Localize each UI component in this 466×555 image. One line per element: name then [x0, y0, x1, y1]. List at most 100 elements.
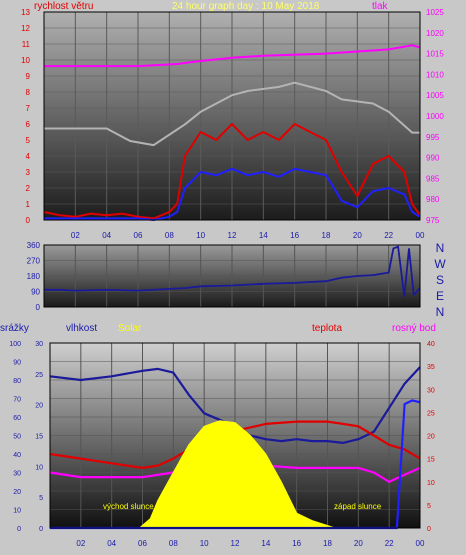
panel1-left-tick-label: 3 — [26, 168, 31, 177]
panel1-right-tick-label: 1000 — [426, 112, 444, 121]
panel1-grid — [44, 11, 420, 221]
panel1-left-tick-label: 2 — [26, 184, 31, 193]
panel1-series-line-1 — [44, 81, 420, 147]
panel1-left-tick-label: 5 — [26, 136, 31, 145]
panel2-wind-direction-line-0 — [44, 245, 421, 297]
panel1-left-tick-label: 10 — [21, 56, 30, 65]
panel2-compass-label: N — [436, 241, 445, 255]
panel3-x-tick-label: 22 — [385, 539, 394, 548]
panel1-left-tick-label: 9 — [26, 72, 31, 81]
panel3-x-tick-label: 00 — [416, 539, 425, 548]
panel1-right-tick-label: 1010 — [426, 70, 444, 79]
panel3-humidity-tick-label: 5 — [39, 495, 43, 502]
dew-point-label: rosný bod — [392, 323, 436, 334]
panel1-right-tick-label: 1005 — [426, 91, 444, 100]
panel2-left-tick-label: 0 — [36, 303, 41, 312]
panel1-x-tick-label: 22 — [384, 231, 393, 240]
panel3-x-tick-label: 14 — [261, 539, 270, 548]
panel1-x-tick-label: 06 — [134, 231, 143, 240]
panel1-left-tick-label: 8 — [26, 88, 31, 97]
panel2-compass-label: E — [436, 289, 444, 303]
panel3-axes: 0102030405060708090100051015202530051015… — [9, 341, 435, 548]
solar-label: Solar — [118, 323, 142, 334]
precipitation-label: srážky — [0, 323, 29, 334]
panel1-right-tick-label: 1025 — [426, 8, 444, 17]
wind-speed-axis-title: rychlost větru — [34, 1, 93, 12]
pressure-axis-title: tlak — [372, 1, 389, 12]
panel3-precip-tick-label: 30 — [13, 471, 21, 478]
panel3-precip-tick-label: 80 — [13, 378, 21, 385]
panel1-axes: 0123456789101112139759809859909951000100… — [21, 8, 444, 240]
temperature-label: teplota — [312, 323, 342, 334]
panel2-left-tick-label: 180 — [27, 272, 41, 281]
panel1-right-tick-label: 995 — [426, 133, 440, 142]
panel3-temperature-tick-label: 40 — [427, 341, 435, 348]
panel2-compass-label: W — [434, 257, 446, 271]
panel1-left-tick-label: 6 — [26, 120, 31, 129]
panel3-precip-tick-label: 0 — [17, 526, 21, 533]
panel1-x-tick-label: 00 — [416, 231, 425, 240]
panel3-precip-tick-label: 40 — [13, 452, 21, 459]
panel1-left-tick-label: 13 — [21, 8, 30, 17]
panel3-precip-tick-label: 70 — [13, 397, 21, 404]
panel1-x-tick-label: 02 — [71, 231, 80, 240]
panel3-series-line-0 — [49, 366, 421, 444]
panel3-precip-tick-label: 60 — [13, 415, 21, 422]
panel3-x-tick-label: 04 — [107, 539, 116, 548]
panel3-temperature-tick-label: 15 — [427, 457, 435, 464]
panel1-x-tick-label: 08 — [165, 231, 174, 240]
panel3-series-line-1 — [49, 420, 421, 469]
panel3-x-tick-label: 10 — [200, 539, 209, 548]
panel1-left-tick-label: 0 — [26, 216, 31, 225]
panel1-left-tick-label: 12 — [21, 24, 30, 33]
panel1-left-tick-label: 1 — [26, 200, 31, 209]
panel3-x-tick-label: 20 — [354, 539, 363, 548]
panel3-grid — [50, 342, 420, 529]
panel1-left-tick-label: 7 — [26, 104, 31, 113]
panel2-compass-label: N — [436, 305, 445, 319]
chart-title: 24 hour graph day : 10 May 2018 — [172, 1, 320, 12]
panel3-humidity-tick-label: 15 — [35, 434, 43, 441]
panel3-precip-tick-label: 20 — [13, 489, 21, 496]
panel1-right-tick-label: 980 — [426, 195, 440, 204]
panel1-x-tick-label: 12 — [228, 231, 237, 240]
panel1-marks — [43, 44, 421, 221]
panel3-precip-tick-label: 100 — [9, 341, 21, 348]
panel3-temperature-tick-label: 25 — [427, 410, 435, 417]
panel3-precip-tick-label: 90 — [13, 360, 21, 367]
sunrise-annotation: východ slunce — [103, 502, 154, 511]
panel1-right-tick-label: 975 — [426, 216, 440, 225]
panel1-x-tick-label: 14 — [259, 231, 268, 240]
panel1-x-tick-label: 18 — [322, 231, 331, 240]
panel3-frame — [49, 342, 421, 529]
panel3-humidity-tick-label: 30 — [35, 341, 43, 348]
panel3-solar-area — [138, 420, 336, 529]
panel2-marks — [44, 245, 421, 297]
panel3-temperature-tick-label: 35 — [427, 364, 435, 371]
panel3-x-tick-label: 06 — [138, 539, 147, 548]
panel2-frame — [43, 244, 421, 308]
panel1-right-tick-label: 985 — [426, 174, 440, 183]
panel1-series-line-0 — [44, 44, 421, 68]
panel3-x-tick-label: 02 — [76, 539, 85, 548]
panel1-right-tick-label: 1015 — [426, 50, 444, 59]
sunset-annotation: západ slunce — [334, 502, 382, 511]
panel3-temperature-tick-label: 20 — [427, 434, 435, 441]
panel3-humidity-tick-label: 20 — [35, 403, 43, 410]
panel1-series-line-2 — [43, 123, 421, 220]
panel1-right-tick-label: 1020 — [426, 29, 444, 38]
panel3-humidity-tick-label: 25 — [35, 372, 43, 379]
humidity-label: vlhkost — [66, 323, 97, 334]
panel2-left-tick-label: 360 — [27, 241, 41, 250]
panel3-temperature-tick-label: 10 — [427, 480, 435, 487]
panel1-x-tick-label: 20 — [353, 231, 362, 240]
panel3-precip-tick-label: 50 — [13, 434, 21, 441]
panel3-x-tick-label: 18 — [323, 539, 332, 548]
panel1-left-tick-label: 4 — [26, 152, 31, 161]
panel1-x-tick-label: 04 — [102, 231, 111, 240]
panel2-compass-label: S — [436, 273, 444, 287]
panel1-x-tick-label: 16 — [290, 231, 299, 240]
